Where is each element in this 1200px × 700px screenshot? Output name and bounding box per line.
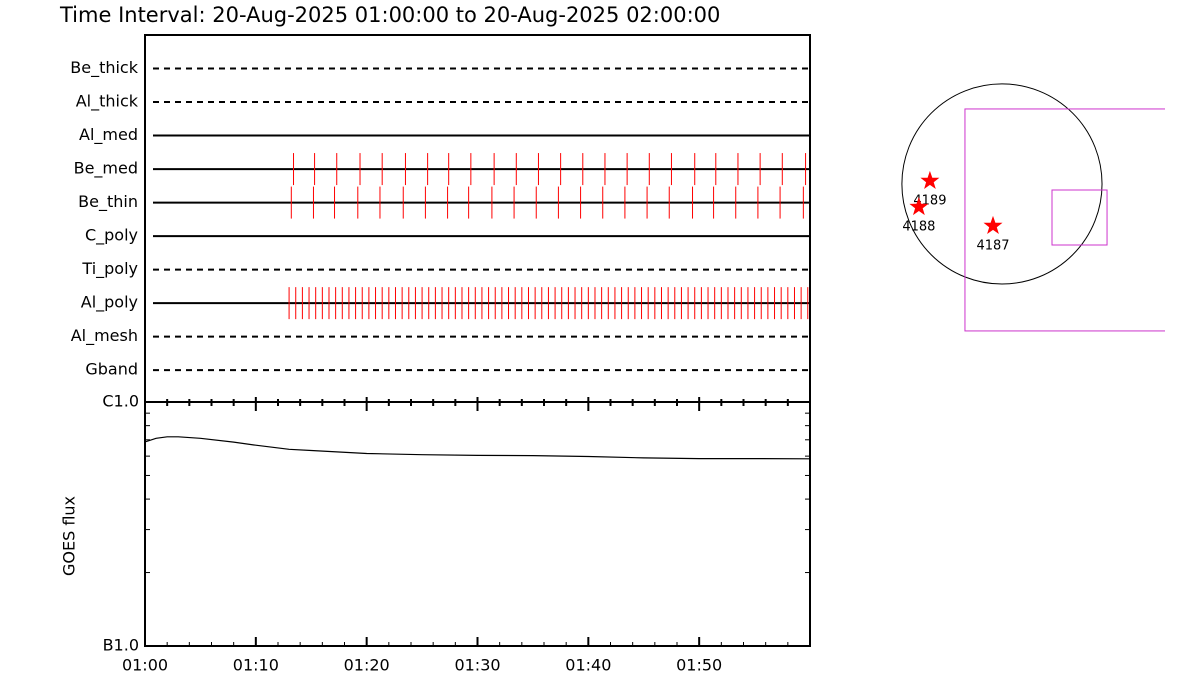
panel-frame <box>144 401 811 647</box>
region-label: 4188 <box>902 219 935 234</box>
x-tick-label: 01:50 <box>676 656 722 675</box>
region-label: 4187 <box>976 238 1009 253</box>
row-label: Ti_poly <box>81 259 138 279</box>
row-label: Be_thin <box>78 192 138 212</box>
chart-title: Time Interval: 20-Aug-2025 01:00:00 to 2… <box>59 3 720 27</box>
panel-frame <box>144 34 811 403</box>
x-tick-label: 01:30 <box>454 656 500 675</box>
region-star <box>920 170 940 189</box>
row-label: Al_med <box>79 125 138 145</box>
region-star <box>909 197 929 216</box>
x-tick-label: 01:40 <box>565 656 611 675</box>
row-label: Al_mesh <box>71 326 138 346</box>
solar-limb <box>901 83 1103 285</box>
map <box>901 83 1165 332</box>
flux-line <box>144 436 811 460</box>
row-label: C_poly <box>85 226 138 246</box>
fov-box <box>1051 189 1108 246</box>
region-star <box>983 215 1003 234</box>
row-label: Al_thick <box>76 92 139 112</box>
row-label: Be_thick <box>70 58 138 78</box>
fov-box <box>964 108 1165 332</box>
x-tick-label: 01:00 <box>122 656 168 675</box>
x-tick-label: 01:20 <box>344 656 390 675</box>
row-label: Gband <box>85 360 138 379</box>
row-label: Be_med <box>74 159 138 179</box>
row-label: Al_poly <box>81 293 138 313</box>
y-tick-label: B1.0 <box>103 636 139 655</box>
y-axis-label: GOES flux <box>60 496 79 576</box>
y-tick-label: C1.0 <box>102 392 139 411</box>
x-tick-label: 01:10 <box>233 656 279 675</box>
